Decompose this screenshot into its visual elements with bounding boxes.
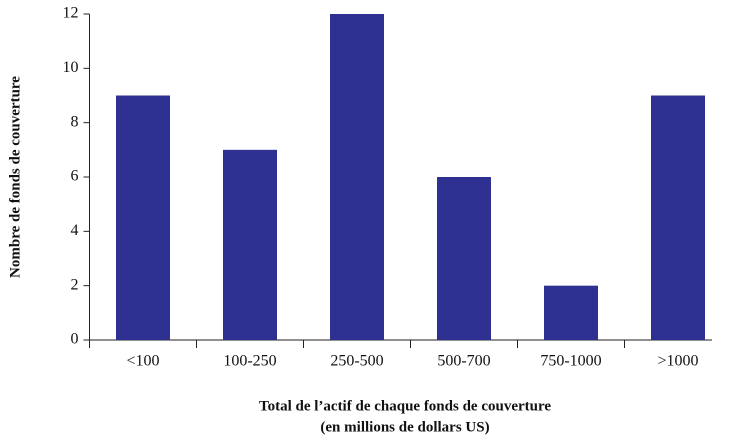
- x-tick-label: 500-700: [437, 353, 490, 370]
- x-axis-label: Total de l’actif de chaque fonds de couv…: [259, 398, 551, 414]
- bar: [330, 14, 384, 340]
- bar: [437, 177, 491, 340]
- y-axis-label: Nombre de fonds de couverture: [7, 76, 23, 278]
- x-tick-label: <100: [126, 353, 159, 370]
- x-axis-label: (en millions de dollars US): [320, 419, 489, 435]
- x-tick-label: 100-250: [223, 353, 276, 370]
- y-tick-label: 6: [71, 168, 79, 185]
- bar: [651, 95, 705, 340]
- bar: [116, 95, 170, 340]
- y-tick-label: 4: [71, 222, 79, 239]
- y-tick-label: 12: [63, 5, 79, 22]
- x-tick-label: >1000: [657, 353, 698, 370]
- y-tick-label: 2: [71, 276, 79, 293]
- y-tick-label: 10: [63, 59, 79, 76]
- bar: [544, 285, 598, 340]
- x-tick-label: 750-1000: [540, 353, 601, 370]
- x-tick-label: 250-500: [330, 353, 383, 370]
- y-tick-label: 0: [71, 331, 79, 348]
- y-tick-label: 8: [71, 113, 79, 130]
- bar: [223, 149, 277, 340]
